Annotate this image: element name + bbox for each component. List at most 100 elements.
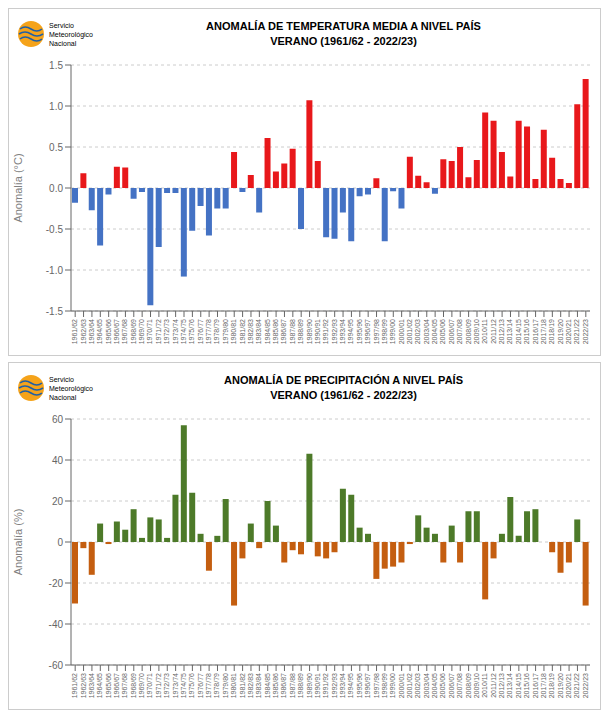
svg-text:1961/62: 1961/62 [71,319,78,344]
svg-text:2011/12: 2011/12 [490,319,497,344]
svg-text:2000/01: 2000/01 [398,319,405,344]
svg-text:2016/17: 2016/17 [532,319,539,344]
svg-text:1980/81: 1980/81 [230,319,237,344]
svg-text:2019/20: 2019/20 [557,673,564,698]
svg-text:2001/02: 2001/02 [406,319,413,344]
svg-text:2002/03: 2002/03 [414,673,421,698]
svg-text:2013/14: 2013/14 [506,673,513,698]
svg-text:1962/63: 1962/63 [80,319,87,344]
svg-text:2012/13: 2012/13 [498,319,505,344]
svg-text:1976/77: 1976/77 [197,319,204,344]
svg-text:2021/22: 2021/22 [573,673,580,698]
svg-text:1991/92: 1991/92 [322,319,329,344]
svg-text:1972/73: 1972/73 [163,673,170,698]
svg-text:1986/87: 1986/87 [280,319,287,344]
svg-text:2006/07: 2006/07 [448,319,455,344]
svg-text:1994/95: 1994/95 [347,319,354,344]
svg-text:2003/04: 2003/04 [423,673,430,698]
svg-text:40: 40 [52,455,64,466]
svg-text:1983/84: 1983/84 [255,673,262,698]
svg-text:1984/85: 1984/85 [264,673,271,698]
svg-text:1991/92: 1991/92 [322,673,329,698]
svg-text:60: 60 [52,414,64,425]
svg-text:1998/99: 1998/99 [381,673,388,698]
svg-text:1979/80: 1979/80 [222,673,229,698]
svg-text:1999/00: 1999/00 [389,673,396,698]
svg-text:-1.0: -1.0 [46,265,64,276]
svg-text:1987/88: 1987/88 [289,673,296,698]
svg-text:1997/98: 1997/98 [373,319,380,344]
svg-text:1999/00: 1999/00 [389,319,396,344]
svg-text:2014/15: 2014/15 [515,319,522,344]
svg-text:1965/66: 1965/66 [105,319,112,344]
svg-text:1990/91: 1990/91 [314,319,321,344]
svg-text:1967/68: 1967/68 [121,319,128,344]
svg-text:-40: -40 [49,619,64,630]
svg-text:1978/79: 1978/79 [213,673,220,698]
svg-text:Anomalía (°C): Anomalía (°C) [12,153,24,222]
svg-text:2017/18: 2017/18 [540,319,547,344]
svg-text:1966/67: 1966/67 [113,319,120,344]
svg-text:1977/78: 1977/78 [205,673,212,698]
svg-text:1990/91: 1990/91 [314,673,321,698]
svg-text:2003/04: 2003/04 [423,319,430,344]
svg-text:1998/99: 1998/99 [381,319,388,344]
svg-text:0: 0 [57,537,63,548]
svg-text:2006/07: 2006/07 [448,673,455,698]
svg-text:1973/74: 1973/74 [172,673,179,698]
svg-text:1974/75: 1974/75 [180,673,187,698]
svg-text:1.0: 1.0 [49,101,63,112]
svg-text:2000/01: 2000/01 [398,673,405,698]
svg-text:1982/83: 1982/83 [247,673,254,698]
svg-text:2019/20: 2019/20 [557,319,564,344]
svg-text:1968/69: 1968/69 [130,673,137,698]
svg-text:-60: -60 [49,660,64,671]
svg-text:1996/97: 1996/97 [364,673,371,698]
svg-text:2016/17: 2016/17 [532,673,539,698]
svg-text:2018/19: 2018/19 [548,673,555,698]
svg-text:2017/18: 2017/18 [540,673,547,698]
svg-text:1982/83: 1982/83 [247,319,254,344]
svg-text:1975/76: 1975/76 [188,319,195,344]
svg-text:2020/21: 2020/21 [565,673,572,698]
svg-text:1986/87: 1986/87 [280,673,287,698]
svg-text:1988/89: 1988/89 [297,319,304,344]
svg-text:1978/79: 1978/79 [213,319,220,344]
svg-text:2010/11: 2010/11 [481,319,488,344]
svg-text:1995/96: 1995/96 [356,673,363,698]
svg-text:1973/74: 1973/74 [172,319,179,344]
svg-text:1997/98: 1997/98 [373,673,380,698]
svg-text:1964/65: 1964/65 [96,673,103,698]
svg-text:2008/09: 2008/09 [465,319,472,344]
svg-text:2008/09: 2008/09 [465,673,472,698]
svg-text:2007/08: 2007/08 [456,673,463,698]
svg-text:-0.5: -0.5 [46,224,64,235]
svg-text:-1.5: -1.5 [46,306,64,317]
svg-text:1975/76: 1975/76 [188,673,195,698]
svg-text:1968/69: 1968/69 [130,319,137,344]
svg-text:1993/94: 1993/94 [339,319,346,344]
svg-text:1964/65: 1964/65 [96,319,103,344]
svg-text:2012/13: 2012/13 [498,673,505,698]
svg-text:2001/02: 2001/02 [406,673,413,698]
svg-text:1969/70: 1969/70 [138,319,145,344]
svg-text:1989/90: 1989/90 [306,319,313,344]
svg-text:2021/22: 2021/22 [573,319,580,344]
svg-text:20: 20 [52,496,64,507]
svg-text:2014/15: 2014/15 [515,673,522,698]
svg-text:2009/10: 2009/10 [473,673,480,698]
svg-text:2005/06: 2005/06 [439,319,446,344]
svg-text:1965/66: 1965/66 [105,673,112,698]
svg-text:2007/08: 2007/08 [456,319,463,344]
svg-text:2004/05: 2004/05 [431,319,438,344]
svg-text:1980/81: 1980/81 [230,673,237,698]
svg-text:1976/77: 1976/77 [197,673,204,698]
svg-text:2004/05: 2004/05 [431,673,438,698]
svg-text:1979/80: 1979/80 [222,319,229,344]
svg-text:1963/64: 1963/64 [88,673,95,698]
svg-text:1961/62: 1961/62 [71,673,78,698]
svg-text:1992/93: 1992/93 [331,673,338,698]
svg-text:1974/75: 1974/75 [180,319,187,344]
svg-text:-20: -20 [49,578,64,589]
svg-text:1987/88: 1987/88 [289,319,296,344]
